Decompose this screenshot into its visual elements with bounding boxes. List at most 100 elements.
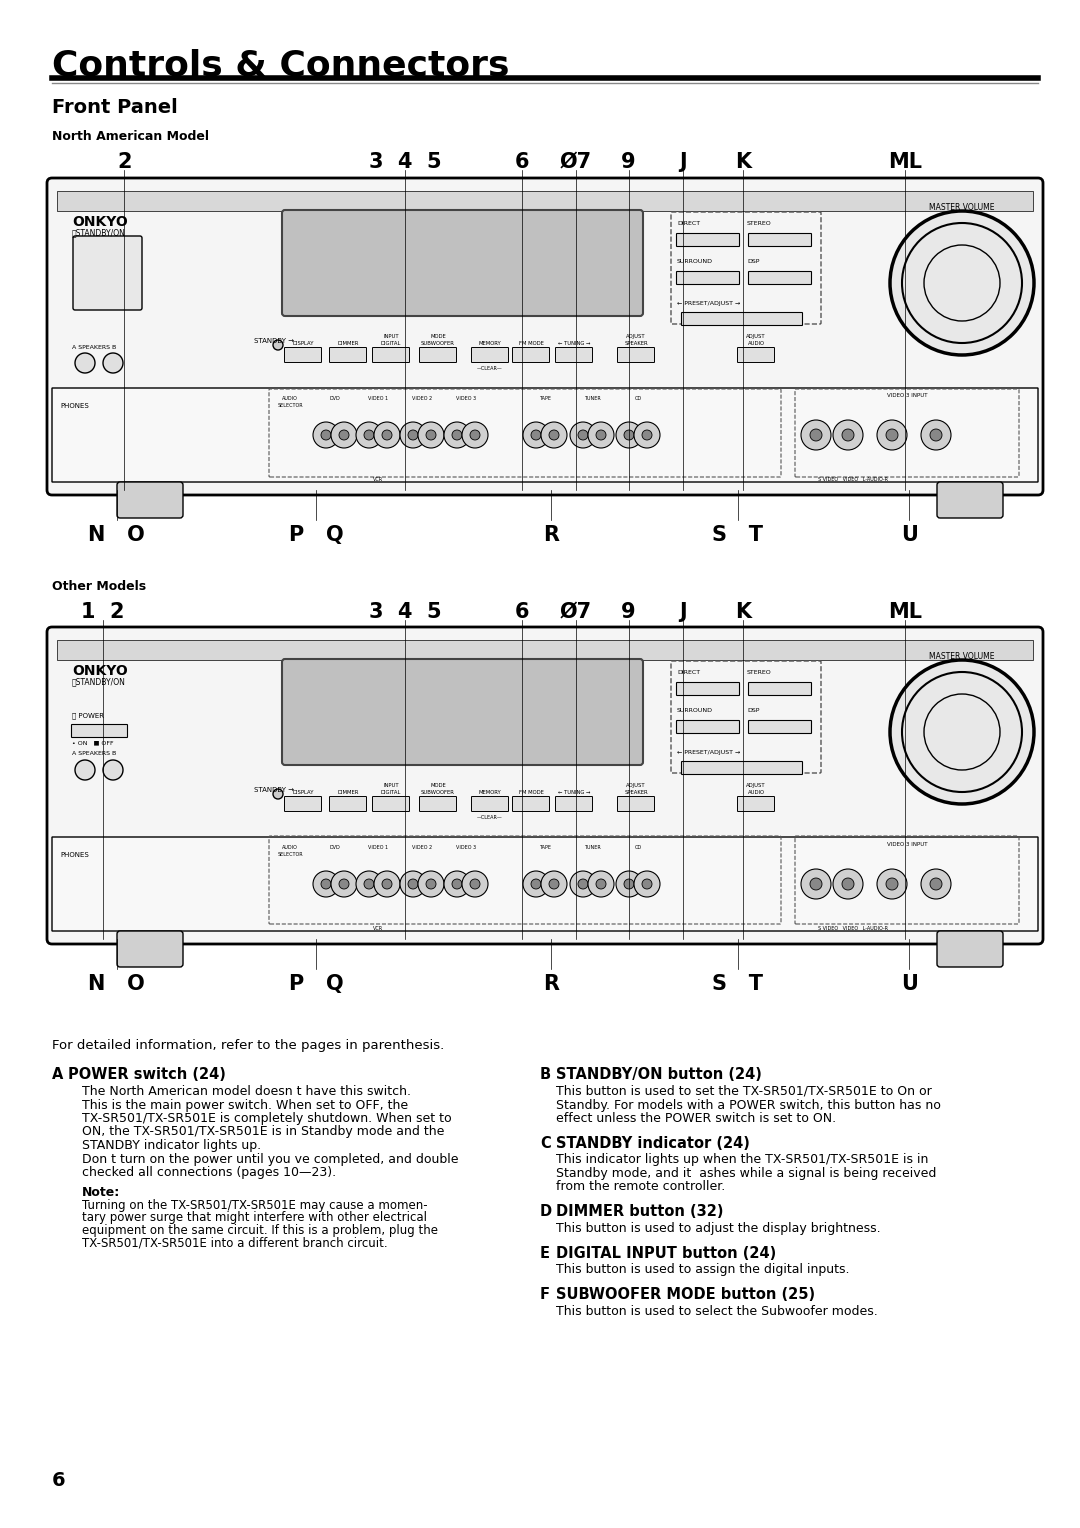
Text: CD: CD [634,845,642,850]
FancyBboxPatch shape [681,761,802,775]
Circle shape [549,429,559,440]
Text: TAPE: TAPE [539,845,551,850]
Circle shape [523,422,549,448]
Circle shape [531,429,541,440]
Circle shape [418,422,444,448]
Circle shape [321,879,330,889]
Text: equipment on the same circuit. If this is a problem, plug the: equipment on the same circuit. If this i… [82,1224,438,1238]
Text: FM MODE: FM MODE [518,341,543,345]
Circle shape [570,422,596,448]
FancyBboxPatch shape [676,272,740,284]
FancyBboxPatch shape [748,272,811,284]
Circle shape [400,871,426,897]
Text: VIDEO 3 INPUT: VIDEO 3 INPUT [887,393,928,397]
Circle shape [374,422,400,448]
Text: CD: CD [634,396,642,400]
Text: Ⓢ POWER: Ⓢ POWER [72,712,104,718]
FancyBboxPatch shape [513,796,550,811]
Text: D: D [540,1204,552,1219]
Text: DIGITAL INPUT button (24): DIGITAL INPUT button (24) [556,1245,777,1261]
Text: checked all connections (pages 10—23).: checked all connections (pages 10—23). [82,1166,336,1180]
Text: FM MODE: FM MODE [518,790,543,795]
Circle shape [634,871,660,897]
FancyBboxPatch shape [48,177,1043,495]
Text: DVD: DVD [329,396,340,400]
Circle shape [877,420,907,451]
Text: DISPLAY: DISPLAY [293,790,314,795]
Text: 2: 2 [117,151,132,173]
FancyBboxPatch shape [71,724,127,738]
FancyBboxPatch shape [472,796,509,811]
Text: STANDBY/ON button (24): STANDBY/ON button (24) [556,1067,761,1082]
Text: E: E [540,1245,550,1261]
Bar [57,191,1032,211]
Circle shape [596,429,606,440]
Text: 9: 9 [621,602,636,622]
Text: • ON   ■ OFF: • ON ■ OFF [72,740,113,746]
Text: C: C [540,1135,551,1151]
Circle shape [70,866,110,908]
Circle shape [444,422,470,448]
Text: DSP: DSP [747,260,759,264]
FancyBboxPatch shape [373,796,409,811]
Text: VIDEO 3 INPUT: VIDEO 3 INPUT [887,842,928,847]
Text: TUNER: TUNER [583,396,600,400]
Text: North American Model: North American Model [52,130,210,144]
Text: Ø7: Ø7 [559,602,592,622]
Circle shape [426,429,436,440]
Text: ⓈSTANDBY/ON: ⓈSTANDBY/ON [72,228,126,237]
Circle shape [462,422,488,448]
Text: STEREO: STEREO [747,222,772,226]
Circle shape [103,353,123,373]
Circle shape [886,429,897,442]
Text: PHONES: PHONES [60,403,89,410]
Text: ML: ML [888,602,922,622]
Text: VIDEO 1: VIDEO 1 [368,396,388,400]
Text: VIDEO 2: VIDEO 2 [411,845,432,850]
Text: This button is used to adjust the display brightness.: This button is used to adjust the displa… [556,1222,880,1235]
FancyBboxPatch shape [284,347,322,362]
FancyBboxPatch shape [117,931,183,967]
Circle shape [541,422,567,448]
FancyBboxPatch shape [419,347,457,362]
FancyBboxPatch shape [555,347,593,362]
Text: ADJUST: ADJUST [626,782,646,788]
FancyBboxPatch shape [472,347,509,362]
Circle shape [921,420,951,451]
FancyBboxPatch shape [73,235,141,310]
FancyBboxPatch shape [555,796,593,811]
Text: R: R [543,973,558,995]
Circle shape [588,871,615,897]
Circle shape [624,429,634,440]
FancyBboxPatch shape [748,234,811,246]
Circle shape [364,879,374,889]
Text: DIRECT: DIRECT [677,669,700,675]
Text: This button is used to assign the digital inputs.: This button is used to assign the digita… [556,1264,850,1276]
Text: ← TUNING →: ← TUNING → [557,341,590,345]
Text: 9: 9 [621,151,636,173]
Text: Controls & Connectors: Controls & Connectors [52,47,510,83]
Circle shape [382,429,392,440]
Text: STANDBY →: STANDBY → [254,338,294,344]
Text: DVD: DVD [329,845,340,850]
Circle shape [408,879,418,889]
Text: SELECTOR: SELECTOR [278,403,302,408]
Circle shape [810,879,822,889]
Text: Other Models: Other Models [52,581,146,593]
Text: Don t turn on the power until you ve completed, and double: Don t turn on the power until you ve com… [82,1152,459,1166]
Text: SUBWOOFER MODE button (25): SUBWOOFER MODE button (25) [556,1287,815,1302]
Text: AUDIO: AUDIO [282,845,298,850]
Text: U: U [901,973,918,995]
Circle shape [523,871,549,897]
FancyBboxPatch shape [419,796,457,811]
Circle shape [313,422,339,448]
Text: 6: 6 [52,1471,66,1490]
Circle shape [578,879,588,889]
Text: 1  2: 1 2 [81,602,124,622]
Text: K: K [735,151,751,173]
Text: VCR: VCR [373,926,383,931]
Circle shape [444,871,470,897]
Circle shape [330,871,357,897]
Circle shape [549,879,559,889]
FancyBboxPatch shape [52,837,1038,931]
